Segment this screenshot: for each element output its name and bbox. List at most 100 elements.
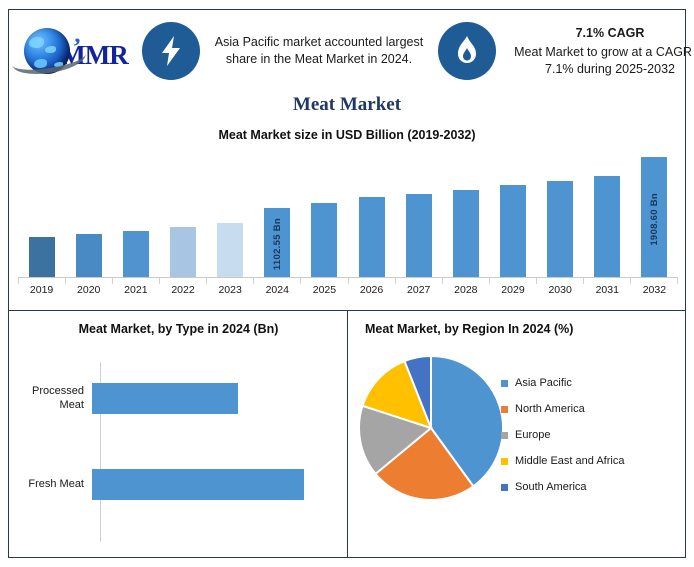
region-pie-chart (357, 354, 505, 502)
x-tick (488, 278, 536, 284)
bar-cell (301, 148, 348, 278)
legend-swatch-icon (501, 457, 508, 465)
pie-slice-middle-east-and-africa (361, 359, 433, 430)
bar-value-label: 1102.55 Bn (271, 218, 283, 271)
bar-cell (584, 148, 631, 278)
by-type-bars: Processed Meat Fresh Meat (24, 356, 334, 542)
by-type-label-processed: Processed Meat (32, 385, 84, 411)
bar-2020 (75, 234, 102, 278)
bar-cell (207, 148, 254, 278)
lightning-bolt-icon (142, 22, 200, 80)
x-label-2026: 2026 (359, 284, 384, 296)
market-size-bar-chart: 1102.55 Bn 1908.60 Bn 2019 2020 2021 2022 202… (18, 148, 679, 300)
bar-series: 1102.55 Bn 1908.60 Bn (18, 148, 678, 278)
legend-swatch-icon (501, 379, 508, 387)
by-type-title: Meat Market, by Type in 2024 (Bn) (78, 322, 279, 336)
bar-cell (112, 148, 159, 278)
by-type-row-processed: Processed Meat (24, 380, 334, 416)
x-label-2029: 2029 (501, 284, 525, 296)
by-type-bar-processed (92, 382, 238, 414)
bar-cell (348, 148, 395, 278)
globe-icon (24, 28, 71, 74)
region-legend: Asia Pacific North America Europe Middle Ea… (501, 370, 681, 500)
bar-2021 (122, 231, 149, 278)
by-type-bar-fresh (92, 468, 304, 500)
by-region-title: Meat Market, by Region In 2024 (%) (365, 322, 574, 336)
bar-2025 (311, 203, 338, 278)
x-label-2024: 2024 (265, 284, 289, 296)
pie-slice-south-america (403, 354, 432, 429)
legend-label: South America (515, 481, 587, 493)
x-tick (441, 278, 489, 284)
x-tick (300, 278, 347, 284)
x-tick (394, 278, 442, 284)
mmr-logo: ’ MMR (10, 16, 142, 86)
flame-icon (438, 22, 496, 80)
bar-cell (18, 148, 65, 278)
x-label-2019: 2019 (29, 284, 54, 296)
header-note-2: 7.1% CAGR Meat Market to grow at a CAGR … (496, 25, 694, 78)
by-region-panel: Meat Market, by Region In 2024 (%) Asia … (349, 312, 684, 557)
logo-text: MMR (60, 39, 128, 70)
x-label-2032: 2032 (642, 284, 667, 296)
bar-2030 (547, 181, 574, 278)
page-title: Meat Market (292, 94, 402, 115)
chart-subtitle: Meat Market size in USD Billion (2019-20… (218, 128, 476, 142)
x-tick (535, 278, 583, 284)
legend-label: Europe (515, 429, 551, 441)
cagr-value: 7.1% CAGR (575, 25, 645, 40)
legend-item-europe: Europe (501, 422, 681, 448)
by-type-row-fresh: Fresh Meat (24, 466, 334, 502)
bar-cell: 1908.60 Bn (631, 148, 678, 278)
legend-swatch-icon (501, 405, 508, 413)
x-label-2021: 2021 (124, 284, 148, 296)
x-tick (582, 278, 630, 284)
bar-2022 (169, 227, 196, 278)
bar-2028 (452, 190, 479, 278)
x-tick (65, 278, 112, 284)
x-tick (159, 278, 206, 284)
bar-2023 (217, 223, 244, 278)
bar-2019 (28, 237, 55, 278)
legend-swatch-icon (501, 483, 508, 491)
y-axis-line (100, 362, 101, 542)
x-tick (112, 278, 159, 284)
pie-slice-north-america (374, 426, 475, 501)
x-label-2023: 2023 (218, 284, 242, 296)
header-note-1: Asia Pacific market accounted largest sh… (214, 35, 424, 66)
legend-item-south-america: South America (501, 474, 681, 500)
cagr-description: Meat Market to grow at a CAGR of 7.1% du… (514, 44, 694, 76)
x-label-2025: 2025 (312, 284, 337, 296)
pie-slice-asia-pacific (430, 354, 504, 488)
bar-2026 (358, 197, 385, 278)
x-tick (253, 278, 300, 284)
x-tick (206, 278, 253, 284)
legend-swatch-icon (501, 431, 508, 439)
legend-label: Middle East and Africa (515, 455, 625, 467)
bar-value-label: 1908.60 Bn (648, 192, 660, 246)
bar-2032: 1908.60 Bn (641, 157, 668, 278)
vertical-divider (347, 310, 348, 558)
x-label-2031: 2031 (595, 284, 619, 296)
x-label-2022: 2022 (171, 284, 195, 296)
legend-item-middle-east-and-africa: Middle East and Africa (501, 448, 681, 474)
bar-cell (442, 148, 489, 278)
by-type-panel: Meat Market, by Type in 2024 (Bn) Proces… (10, 312, 347, 557)
x-axis-line (18, 277, 678, 278)
x-axis-labels: 2019 2020 2021 2022 2023 2024 2025 2026 2027 2028… (18, 284, 678, 300)
x-tick (347, 278, 395, 284)
x-axis-ticks (18, 278, 679, 284)
bar-2031 (594, 176, 621, 278)
bar-cell (159, 148, 206, 278)
legend-label: Asia Pacific (515, 377, 572, 389)
legend-item-north-america: North America (501, 396, 681, 422)
x-label-2020: 2020 (77, 284, 101, 296)
bar-cell (537, 148, 584, 278)
legend-label: North America (515, 403, 585, 415)
bar-cell (395, 148, 442, 278)
x-label-2027: 2027 (407, 284, 431, 296)
bar-2027 (405, 194, 432, 278)
bar-2029 (499, 185, 526, 278)
bar-cell (65, 148, 112, 278)
